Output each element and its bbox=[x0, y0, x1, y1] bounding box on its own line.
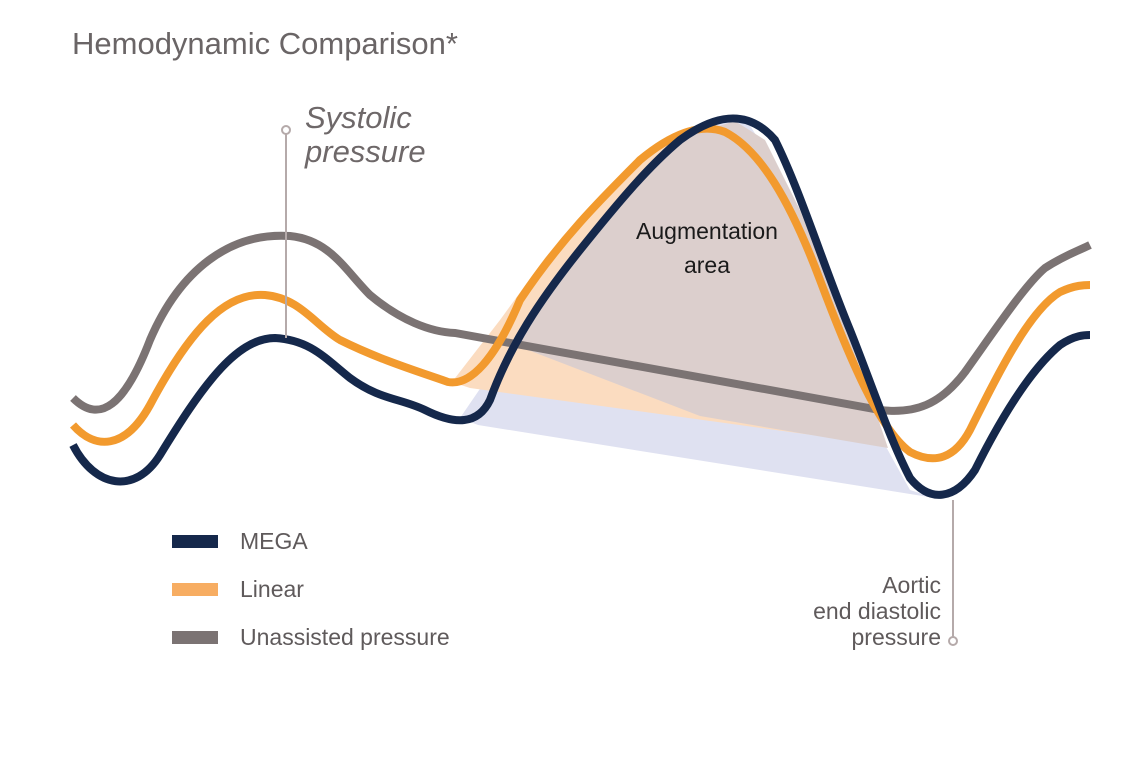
aortic-label-line2: end diastolic bbox=[813, 598, 941, 624]
unassisted-pressure-curve bbox=[70, 231, 1092, 415]
augmentation-area bbox=[515, 121, 888, 448]
augmentation-area-label: Augmentation area bbox=[606, 214, 808, 282]
legend-label-linear: Linear bbox=[240, 575, 304, 602]
legend-swatch-linear bbox=[172, 582, 218, 596]
aortic-label-line1: Aortic bbox=[882, 572, 941, 598]
augmentation-label-line2: area bbox=[683, 252, 731, 278]
augmentation-label-line1: Augmentation bbox=[636, 218, 778, 244]
legend-swatch-unassisted bbox=[172, 630, 218, 644]
legend-label-mega: MEGA bbox=[240, 527, 308, 554]
legend-swatch-mega bbox=[172, 534, 218, 548]
aortic-end-diastolic-label: Aortic end diastolic pressure bbox=[813, 572, 941, 650]
systolic-callout-dot bbox=[281, 125, 291, 135]
systolic-label-line2: pressure bbox=[305, 134, 426, 169]
aortic-callout-dot bbox=[948, 636, 958, 646]
legend-label-unassisted: Unassisted pressure bbox=[240, 623, 450, 650]
mega-curve bbox=[69, 114, 1091, 499]
page-title: Hemodynamic Comparison* bbox=[72, 26, 458, 61]
legend-item-linear: Linear bbox=[172, 565, 450, 613]
linear-curve bbox=[69, 124, 1091, 463]
systolic-pressure-label: Systolic pressure bbox=[305, 101, 426, 169]
systolic-label-line1: Systolic bbox=[305, 100, 412, 135]
legend: MEGA Linear Unassisted pressure bbox=[172, 517, 450, 661]
legend-item-unassisted: Unassisted pressure bbox=[172, 613, 450, 661]
legend-item-mega: MEGA bbox=[172, 517, 450, 565]
aortic-label-line3: pressure bbox=[851, 624, 941, 650]
